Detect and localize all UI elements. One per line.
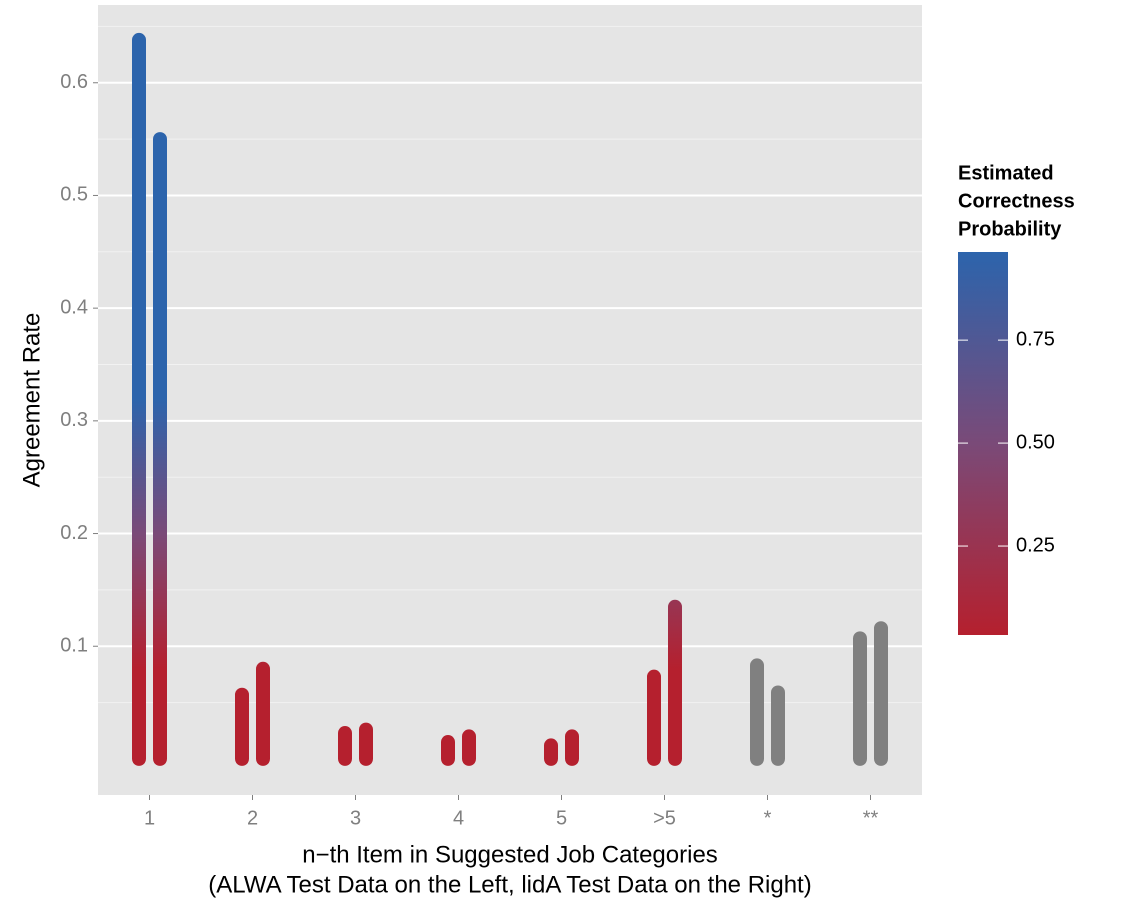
- x-tick-label: **: [863, 807, 879, 829]
- colorbar-title: Correctness: [958, 190, 1075, 212]
- y-tick-label: 0.1: [60, 635, 88, 657]
- y-tick-label: 0.5: [60, 184, 88, 206]
- x-axis-title: (ALWA Test Data on the Left, lidA Test D…: [208, 871, 811, 898]
- colorbar-tick-label: 0.75: [1016, 328, 1055, 350]
- colorbar-title: Estimated: [958, 162, 1054, 184]
- y-tick-label: 0.3: [60, 409, 88, 431]
- x-axis-title: n−th Item in Suggested Job Categories: [302, 841, 718, 868]
- x-tick-label: 3: [350, 807, 361, 829]
- y-tick-label: 0.6: [60, 71, 88, 93]
- y-axis-title: Agreement Rate: [18, 313, 45, 488]
- x-tick-label: 2: [247, 807, 258, 829]
- x-tick-label: 5: [556, 807, 567, 829]
- x-tick-label: >5: [653, 807, 676, 829]
- colorbar-tick-label: 0.25: [1016, 534, 1055, 556]
- colorbar-title: Probability: [958, 218, 1062, 240]
- y-tick-label: 0.4: [60, 296, 88, 318]
- x-tick-label: 4: [453, 807, 464, 829]
- colorbar-tick-label: 0.50: [1016, 431, 1055, 453]
- x-tick-label: *: [764, 807, 772, 829]
- x-tick-label: 1: [144, 807, 155, 829]
- plot-panel: [98, 5, 922, 795]
- y-tick-label: 0.2: [60, 522, 88, 544]
